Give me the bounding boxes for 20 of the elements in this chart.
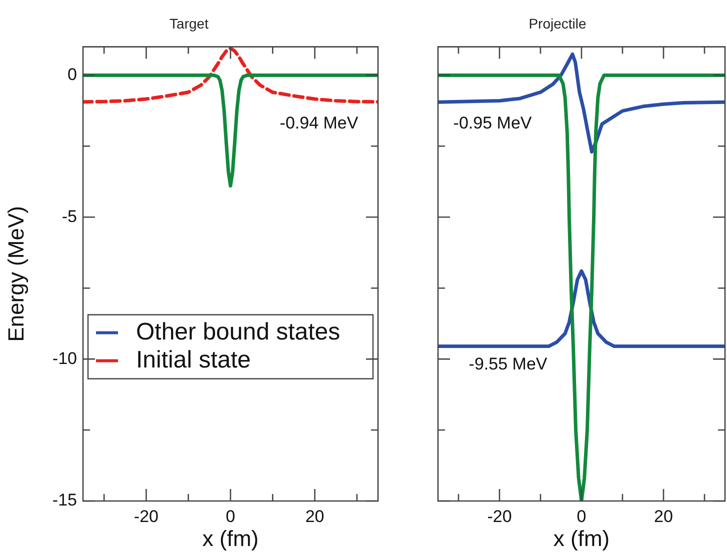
chart-title: Target [170,15,209,32]
chart-title: Projectile [528,15,586,32]
y-tick-label: 0 [68,64,77,84]
x-tick-label: -20 [134,506,159,526]
x-tick-label: -20 [487,506,512,526]
y-tick-label: -5 [62,206,77,226]
y-tick-label: -10 [52,348,77,368]
annotation: -9.55 MeV [468,354,548,374]
legend-label: Initial state [136,346,251,374]
y-tick-label: -15 [52,490,77,510]
x-tick-label: 0 [226,506,236,526]
text: Other bound states [136,318,340,346]
y-axis-title: Energy (MeV) [3,206,28,342]
annotation: -0.95 MeV [453,114,532,133]
annotation: -0.94 MeV [280,114,359,133]
x-axis-title: x (fm) [202,526,259,551]
x-tick-label: 20 [305,506,324,526]
x-axis-title: x (fm) [553,526,610,551]
x-tick-label: 0 [576,506,586,526]
x-tick-label: 20 [654,506,673,526]
